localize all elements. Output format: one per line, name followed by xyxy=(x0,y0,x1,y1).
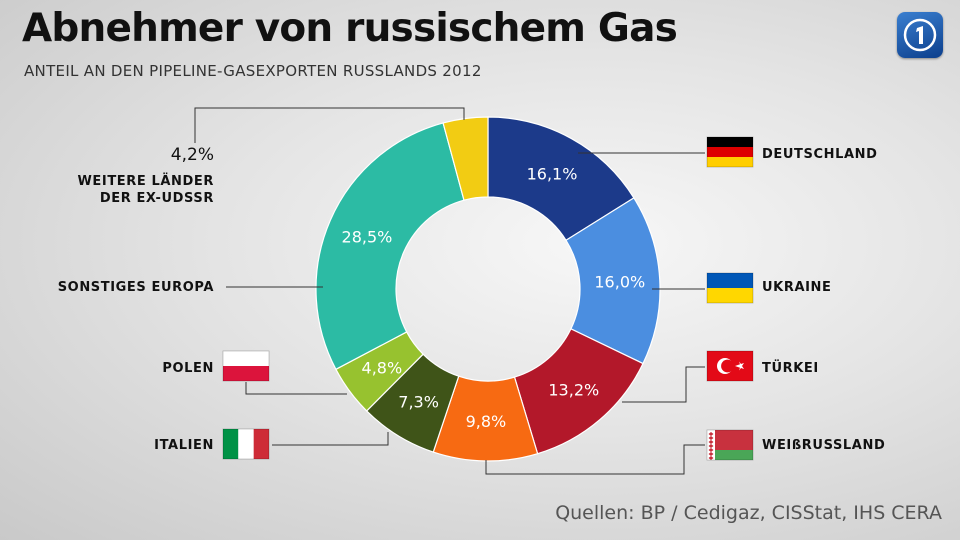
label-deutschland: DEUTSCHLAND xyxy=(762,147,878,162)
ard-one-icon xyxy=(903,18,937,52)
label-weissrussland: WEIßRUSSLAND xyxy=(762,438,885,453)
slice-value-deutschland: 16,1% xyxy=(527,165,578,184)
slice-value-sonstiges: 28,5% xyxy=(342,227,393,246)
leader-line-italien xyxy=(272,432,389,446)
source-label: Quellen: xyxy=(555,502,635,524)
slice-value-weissrussland: 9,8% xyxy=(466,412,507,431)
germany-flag-icon xyxy=(706,136,754,168)
turkey-flag-icon xyxy=(706,350,754,382)
leader-line-polen xyxy=(245,382,347,395)
label-exudssr-2: DER EX-UDSSR xyxy=(100,191,214,206)
belarus-flag-icon xyxy=(706,429,754,461)
slice-value-ukraine: 16,0% xyxy=(594,273,645,292)
leader-line-weissrussland xyxy=(485,444,705,475)
leader-line-tuerkei xyxy=(622,366,705,403)
slice-exudssr xyxy=(442,116,489,201)
slice-value-italien: 7,3% xyxy=(398,392,439,411)
source-item: Cedigaz, xyxy=(683,502,766,524)
ukraine-flag-icon xyxy=(706,272,754,304)
slice-value-polen: 4,8% xyxy=(362,358,403,377)
page-title: Abnehmer von russischem Gas xyxy=(22,6,678,51)
source-item: CISStat, xyxy=(771,502,848,524)
label-polen: POLEN xyxy=(162,361,214,376)
source-item: IHS CERA xyxy=(853,502,942,524)
source-note: Quellen: BP / Cedigaz, CISStat, IHS CERA xyxy=(555,502,942,524)
leader-line-exudssr xyxy=(194,107,465,143)
page-subtitle: ANTEIL AN DEN PIPELINE-GASEXPORTEN RUSSL… xyxy=(24,62,482,80)
label-exudssr: WEITERE LÄNDER xyxy=(77,173,214,189)
label-sonstiges: SONSTIGES EUROPA xyxy=(58,280,214,295)
label-tuerkei: TÜRKEI xyxy=(762,360,819,376)
slice-value-tuerkei: 13,2% xyxy=(548,380,599,399)
label-italien: ITALIEN xyxy=(154,438,214,453)
broadcaster-logo xyxy=(897,12,943,58)
italy-flag-icon xyxy=(222,428,270,460)
poland-flag-icon xyxy=(222,350,270,382)
label-exudssr-value: 4,2% xyxy=(171,145,214,165)
slice-sonstiges xyxy=(315,122,465,371)
source-item: BP / xyxy=(640,502,678,524)
label-ukraine: UKRAINE xyxy=(762,280,832,295)
